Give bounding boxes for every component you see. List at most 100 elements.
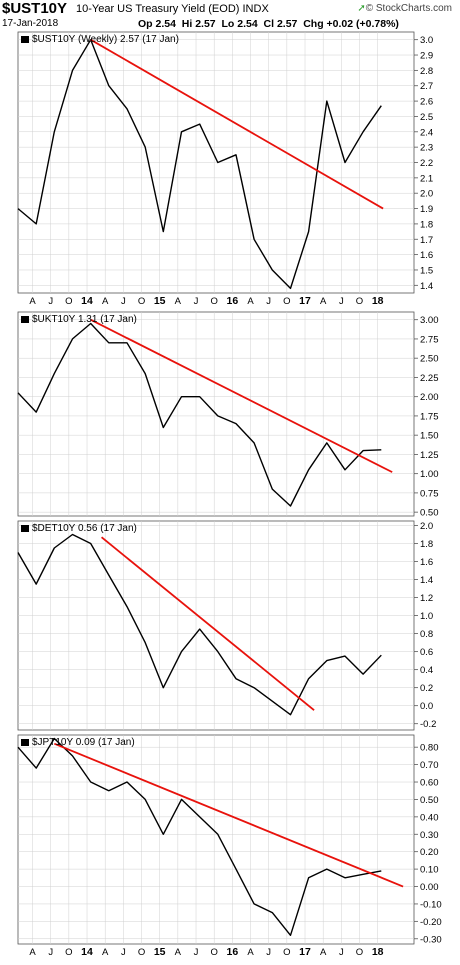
y-tick-label: 2.0	[420, 521, 433, 532]
trendline	[90, 38, 384, 210]
brand-logo: ➚© StockCharts.com	[357, 3, 452, 14]
x-tick-label: J	[266, 296, 271, 307]
y-tick-label: 1.2	[420, 593, 433, 604]
series-line	[17, 737, 382, 936]
x-tick-label: 18	[372, 946, 384, 958]
y-tick-label: 0.2	[420, 683, 433, 694]
y-tick-label: 0.4	[420, 665, 433, 676]
y-tick-label: 2.1	[420, 173, 433, 184]
legend-swatch	[21, 316, 29, 323]
y-tick-label: 2.5	[420, 112, 433, 123]
x-tick-label: 18	[372, 295, 384, 307]
y-tick-label: 2.6	[420, 97, 433, 108]
plot-frame	[17, 734, 415, 945]
x-tick-label: A	[102, 947, 109, 958]
trendline	[53, 742, 404, 888]
y-tick-label: 0.00	[420, 882, 439, 893]
y-tick-label: 0.80	[420, 743, 439, 754]
x-tick-label: A	[102, 296, 109, 307]
series-line	[17, 533, 382, 716]
quote-change: +0.02 (+0.78%)	[326, 18, 399, 30]
quote-close: 2.57	[276, 18, 298, 30]
header-quote: Op 2.54 Hi 2.57 Lo 2.54 Cl 2.57 Chg +0.0…	[138, 18, 399, 30]
x-tick-label: A	[320, 947, 327, 958]
y-tick-label: 2.50	[420, 354, 439, 365]
x-tick-label: O	[138, 296, 145, 307]
x-tick-label: O	[65, 296, 72, 307]
x-tick-label: A	[175, 947, 182, 958]
x-tick-label: 17	[299, 946, 311, 958]
y-tick-label: -0.20	[420, 917, 442, 928]
y-tick-label: 1.0	[420, 611, 433, 622]
brand-text: © StockCharts.com	[365, 3, 452, 14]
y-tick-label: 0.20	[420, 847, 439, 858]
y-tick-label: 0.30	[420, 830, 439, 841]
y-tick-label: 2.25	[420, 373, 439, 384]
y-tick-label: 0.50	[420, 508, 439, 519]
panel-title: $JPT10Y 0.09 (17 Jan)	[32, 737, 135, 748]
y-tick-label: 1.8	[420, 539, 433, 550]
x-tick-label: A	[29, 947, 36, 958]
x-tick-label: O	[356, 296, 363, 307]
panel-title: $DET10Y 0.56 (17 Jan)	[32, 523, 137, 534]
x-tick-label: A	[320, 296, 327, 307]
x-tick-label: O	[65, 947, 72, 958]
y-tick-label: 3.0	[420, 35, 433, 46]
panel-title: $UST10Y (Weekly) 2.57 (17 Jan)	[32, 34, 179, 45]
x-tick-label: A	[247, 296, 254, 307]
header-exchange: INDX	[242, 3, 269, 15]
x-tick-label: J	[48, 947, 53, 958]
header-name-text: 10-Year US Treasury Yield (EOD)	[76, 3, 240, 15]
y-tick-label: 2.0	[420, 189, 433, 200]
y-tick-label: 0.10	[420, 865, 439, 876]
quote-open: 2.54	[155, 18, 176, 30]
y-tick-label: 0.8	[420, 629, 433, 640]
legend-swatch	[21, 739, 29, 746]
y-tick-label: -0.2	[420, 719, 436, 730]
legend-swatch	[21, 525, 29, 532]
x-tick-label: O	[210, 947, 217, 958]
chart-header: $UST10Y 10-Year US Treasury Yield (EOD) …	[0, 0, 460, 32]
y-tick-label: 1.50	[420, 431, 439, 442]
x-tick-label: O	[283, 947, 290, 958]
y-tick-label: 1.5	[420, 265, 433, 276]
y-tick-label: 1.25	[420, 450, 439, 461]
y-tick-label: 0.60	[420, 778, 439, 789]
y-tick-label: 2.75	[420, 334, 439, 345]
x-tick-label: 14	[81, 946, 93, 958]
y-tick-label: -0.30	[420, 934, 442, 945]
quote-low: 2.54	[237, 18, 258, 30]
x-tick-label: 15	[154, 295, 166, 307]
series-line	[17, 39, 382, 290]
x-tick-label: O	[138, 947, 145, 958]
plot-frame	[17, 520, 415, 731]
panel-title: $UKT10Y 1.31 (17 Jan)	[32, 314, 137, 325]
chart-panel-2: 3.00 2.75 2.50 2.25 2.00 1.75 1.50 1.25 1.00 0.75…	[17, 311, 439, 519]
chart-panel-4: 0.80 0.70 0.60 0.50 0.40 0.30 0.20 0.10 0.00 -0.1…	[17, 734, 442, 958]
x-tick-label: J	[339, 296, 344, 307]
header-date: 17-Jan-2018	[2, 18, 59, 29]
y-tick-label: 2.7	[420, 81, 433, 92]
x-tick-label: 16	[227, 946, 239, 958]
y-tick-label: 0.75	[420, 488, 439, 499]
x-tick-label: 16	[227, 295, 239, 307]
x-tick-label: 17	[299, 295, 311, 307]
x-tick-label: J	[194, 296, 199, 307]
x-tick-label: J	[121, 947, 126, 958]
y-tick-label: -0.10	[420, 899, 442, 910]
header-security-name: 10-Year US Treasury Yield (EOD) INDX	[76, 3, 269, 15]
x-tick-label: A	[29, 296, 36, 307]
x-tick-label: A	[175, 296, 182, 307]
y-tick-label: 1.75	[420, 411, 439, 422]
chart-panel-1: 3.0 2.9 2.8 2.7 2.6 2.5 2.4 2.3 2.2 2.1 2.0 1.9 1.8 1…	[17, 31, 433, 307]
x-tick-label: O	[283, 296, 290, 307]
y-tick-label: 0.6	[420, 647, 433, 658]
series-line	[17, 322, 382, 507]
x-tick-label: O	[210, 296, 217, 307]
y-tick-label: 2.8	[420, 66, 433, 77]
y-tick-label: 1.7	[420, 235, 433, 246]
x-tick-label: 15	[154, 946, 166, 958]
chart-panel-3: 2.0 1.8 1.6 1.4 1.2 1.0 0.8 0.6 0.4 0.2 0.0 -0.2 $DE…	[17, 520, 436, 731]
trendline	[100, 536, 315, 711]
